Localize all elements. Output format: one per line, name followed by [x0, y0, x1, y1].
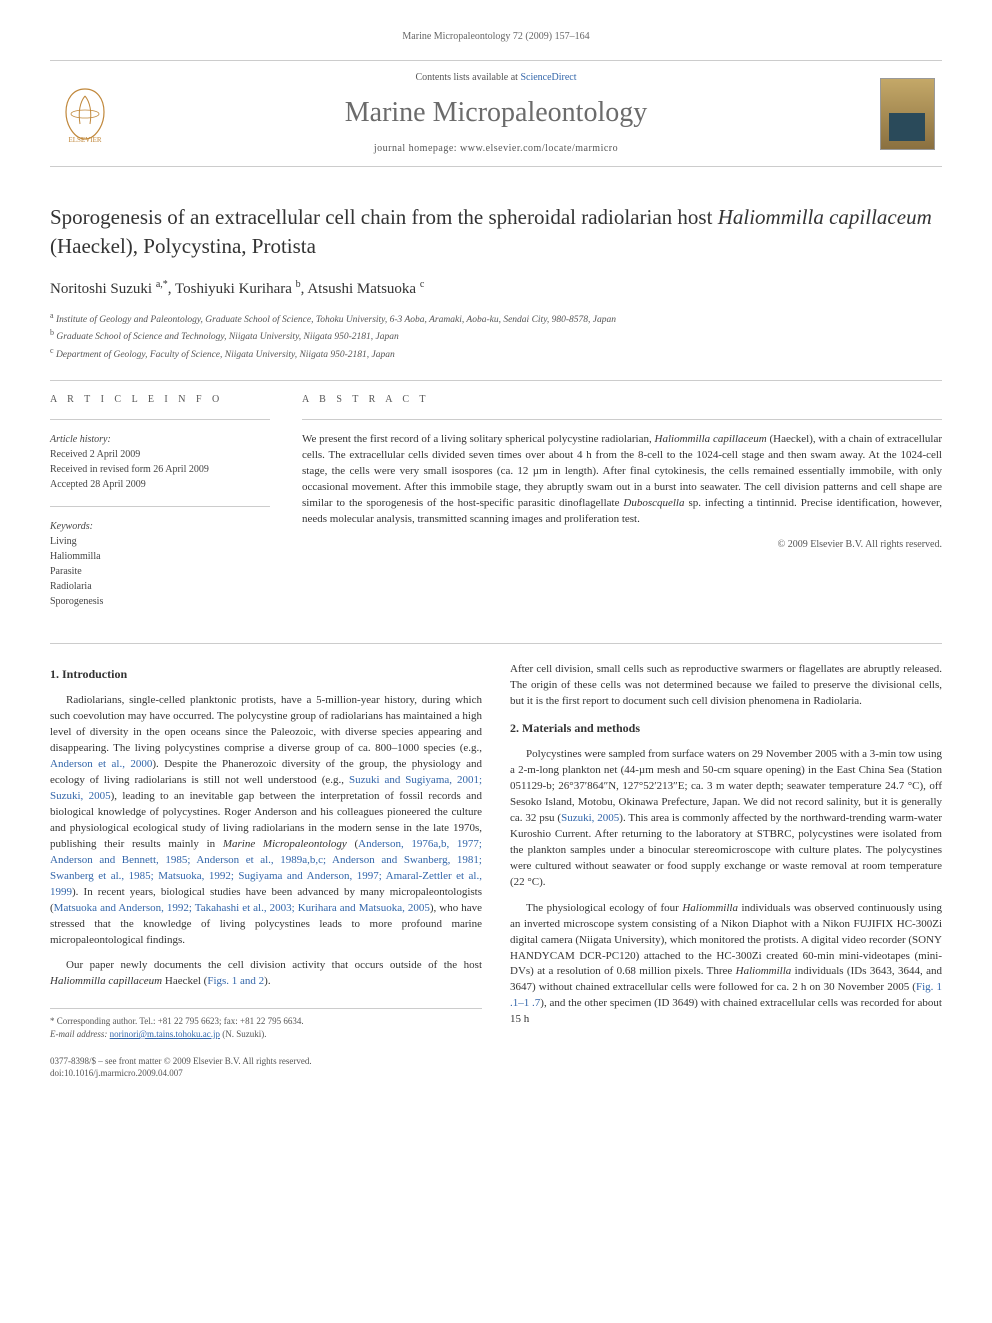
journal-cover-thumbnail	[880, 78, 935, 150]
keyword-1: Living	[50, 534, 270, 549]
intro-p1a: Radiolarians, single-celled planktonic p…	[50, 694, 482, 754]
intro-p1d: (	[347, 838, 358, 850]
abs-part-1: We present the first record of a living …	[302, 433, 655, 445]
issn-line: 0377-8398/$ – see front matter © 2009 El…	[50, 1055, 942, 1068]
affil-b-marker: b	[50, 328, 54, 337]
article-title: Sporogenesis of an extracellular cell ch…	[50, 203, 942, 260]
intro-em-1: Marine Micropaleontology	[223, 838, 347, 850]
authors-line: Noritoshi Suzuki a,*, Toshiyuki Kurihara…	[50, 278, 942, 300]
author-2-markers: b	[296, 279, 301, 290]
intro-sp-1: Haliommilla capillaceum	[50, 975, 162, 987]
footnotes: * Corresponding author. Tel.: +81 22 795…	[50, 1008, 482, 1040]
intro-ref-5[interactable]: Figs. 1 and 2	[207, 975, 264, 987]
intro-p2c: ).	[264, 975, 270, 987]
author-3-markers: c	[420, 279, 424, 290]
info-divider-1	[50, 419, 270, 420]
history-revised: Received in revised form 26 April 2009	[50, 462, 270, 477]
email-link[interactable]: norinori@m.tains.tohoku.ac.jp	[110, 1029, 220, 1039]
affil-b-text: Graduate School of Science and Technolog…	[56, 332, 398, 342]
intro-p2a: Our paper newly documents the cell divis…	[66, 959, 482, 971]
intro-para-1: Radiolarians, single-celled planktonic p…	[50, 693, 482, 948]
keywords-block: Keywords: Living Haliommilla Parasite Ra…	[50, 519, 270, 609]
article-info-label: A R T I C L E I N F O	[50, 393, 270, 407]
author-2: Toshiyuki Kurihara b	[175, 281, 301, 297]
methods-sp-1: Haliommilla	[682, 902, 738, 914]
heading-methods: 2. Materials and methods	[510, 720, 942, 737]
intro-ref-4[interactable]: Matsuoka and Anderson, 1992; Takahashi e…	[54, 902, 430, 914]
abstract-copyright: © 2009 Elsevier B.V. All rights reserved…	[302, 538, 942, 552]
methods-para-2: The physiological ecology of four Haliom…	[510, 901, 942, 1029]
affil-c-text: Department of Geology, Faculty of Scienc…	[56, 350, 395, 360]
title-species: Haliommilla capillaceum	[718, 205, 932, 229]
journal-cover-container	[872, 78, 942, 150]
affil-c-marker: c	[50, 346, 54, 355]
publisher-logo-container: ELSEVIER	[50, 84, 120, 144]
abstract-divider	[302, 419, 942, 420]
email-line: E-mail address: norinori@m.tains.tohoku.…	[50, 1028, 482, 1041]
abs-species-2: Duboscquella	[623, 497, 684, 509]
affiliation-c: c Department of Geology, Faculty of Scie…	[50, 345, 942, 362]
article-history: Article history: Received 2 April 2009 R…	[50, 432, 270, 492]
affil-a-marker: a	[50, 311, 54, 320]
author-1: Noritoshi Suzuki a,*	[50, 281, 168, 297]
intro-para-2: Our paper newly documents the cell divis…	[50, 958, 482, 990]
abstract-column: A B S T R A C T We present the first rec…	[302, 393, 942, 623]
abstract-label: A B S T R A C T	[302, 393, 942, 407]
body-column-left: 1. Introduction Radiolarians, single-cel…	[50, 662, 482, 1040]
history-received: Received 2 April 2009	[50, 447, 270, 462]
author-3: Atsushi Matsuoka c	[307, 281, 424, 297]
methods-p2d: ), and the other specimen (ID 3649) with…	[510, 997, 942, 1025]
svg-text:ELSEVIER: ELSEVIER	[68, 136, 101, 144]
heading-introduction: 1. Introduction	[50, 666, 482, 683]
sciencedirect-link[interactable]: ScienceDirect	[520, 72, 576, 83]
elsevier-logo: ELSEVIER	[58, 84, 113, 144]
keyword-2: Haliommilla	[50, 549, 270, 564]
methods-para-1: Polycystines were sampled from surface w…	[510, 747, 942, 890]
email-label: E-mail address:	[50, 1029, 107, 1039]
abstract-text: We present the first record of a living …	[302, 432, 942, 528]
body-columns: 1. Introduction Radiolarians, single-cel…	[50, 662, 942, 1040]
col2-continuation: After cell division, small cells such as…	[510, 662, 942, 710]
methods-ref-1[interactable]: Suzuki, 2005	[561, 812, 619, 824]
history-accepted: Accepted 28 April 2009	[50, 477, 270, 492]
keywords-label: Keywords:	[50, 519, 270, 534]
keyword-4: Radiolaria	[50, 579, 270, 594]
author-3-name: Atsushi Matsuoka	[307, 281, 416, 297]
title-text: Sporogenesis of an extracellular cell ch…	[50, 205, 718, 229]
body-column-right: After cell division, small cells such as…	[510, 662, 942, 1040]
corresponding-author-note: * Corresponding author. Tel.: +81 22 795…	[50, 1015, 482, 1028]
body-divider	[50, 643, 942, 644]
journal-banner: ELSEVIER Contents lists available at Sci…	[50, 60, 942, 167]
bottom-meta: 0377-8398/$ – see front matter © 2009 El…	[50, 1055, 942, 1080]
title-suffix: (Haeckel), Polycystina, Protista	[50, 234, 316, 258]
journal-title: Marine Micropaleontology	[120, 93, 872, 132]
doi-line: doi:10.1016/j.marmicro.2009.04.007	[50, 1067, 942, 1080]
running-head: Marine Micropaleontology 72 (2009) 157–1…	[50, 30, 942, 44]
availability-line: Contents lists available at ScienceDirec…	[120, 71, 872, 85]
journal-homepage: journal homepage: www.elsevier.com/locat…	[120, 142, 872, 156]
affil-a-text: Institute of Geology and Paleontology, G…	[56, 315, 616, 325]
abs-species-1: Haliommilla capillaceum	[655, 433, 767, 445]
email-suffix: (N. Suzuki).	[220, 1029, 267, 1039]
affiliation-a: a Institute of Geology and Paleontology,…	[50, 310, 942, 327]
affiliations: a Institute of Geology and Paleontology,…	[50, 310, 942, 362]
author-1-markers: a,*	[156, 279, 168, 290]
history-label: Article history:	[50, 432, 270, 447]
info-divider-2	[50, 506, 270, 507]
affiliation-b: b Graduate School of Science and Technol…	[50, 327, 942, 344]
intro-ref-1[interactable]: Anderson et al., 2000	[50, 758, 152, 770]
divider	[50, 380, 942, 381]
author-2-name: Toshiyuki Kurihara	[175, 281, 292, 297]
article-info-column: A R T I C L E I N F O Article history: R…	[50, 393, 270, 623]
author-1-name: Noritoshi Suzuki	[50, 281, 152, 297]
keyword-3: Parasite	[50, 564, 270, 579]
methods-p2a: The physiological ecology of four	[526, 902, 682, 914]
banner-center: Contents lists available at ScienceDirec…	[120, 71, 872, 156]
keyword-5: Sporogenesis	[50, 594, 270, 609]
methods-sp-2: Haliommilla	[736, 965, 792, 977]
info-abstract-row: A R T I C L E I N F O Article history: R…	[50, 393, 942, 623]
availability-prefix: Contents lists available at	[415, 72, 520, 83]
intro-p2b: Haeckel (	[162, 975, 207, 987]
